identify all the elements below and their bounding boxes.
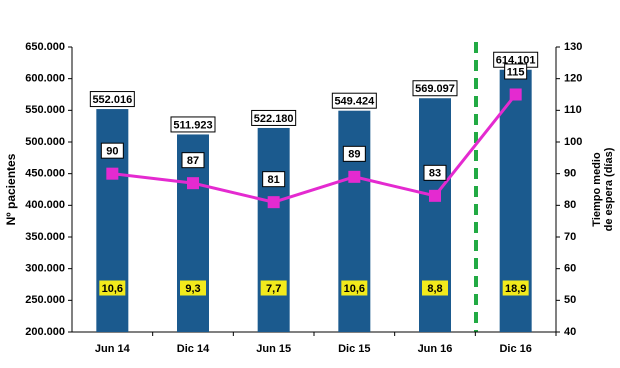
y-tick-label: 600.000 [25,73,65,85]
line [112,93,517,204]
y2-tick-label: 100 [564,136,582,148]
inner-label-box [99,280,126,296]
line-marker [106,167,119,180]
inner-label-box [422,280,448,296]
x-tick-label: Dic 14 [177,343,210,355]
x-tick-label: Dic 16 [499,343,531,355]
line-value-label: 81 [268,174,280,186]
bar-value-label: 552.016 [92,94,132,106]
inner-label: 7,7 [266,283,281,295]
bar-value-label-box [89,91,135,108]
line-value-label-box [181,152,205,169]
x-tick-label: Jun 14 [95,343,131,355]
line-value-label-box [262,171,286,188]
x-tick-label: Jun 16 [418,343,453,355]
line-marker [348,170,361,183]
y2-tick-label: 40 [564,326,576,338]
inner-label-box [341,280,368,296]
bar-value-label: 522.180 [254,113,294,125]
inner-label: 9,3 [185,283,200,295]
line-value-label-box [342,145,366,162]
inner-label: 10,6 [102,283,123,295]
bar-value-label-box [331,92,377,109]
y-tick-label: 300.000 [25,263,65,275]
y2-tick-label: 110 [564,104,582,116]
line-value-label: 83 [429,168,441,180]
inner-label: 18,9 [505,283,526,295]
bar-value-label-box [412,80,458,97]
y-tick-label: 250.000 [25,294,65,306]
y2-tick-label: 130 [564,41,582,53]
bar-value-label: 549.424 [334,96,375,108]
y-axis-label: Nº pacientes [4,153,18,225]
inner-label: 8,8 [427,283,442,295]
bar [338,110,371,332]
inner-label-box [180,280,206,296]
y-tick-label: 650.000 [25,41,65,53]
line-value-label-box [423,164,447,181]
y2-tick-label: 90 [564,168,576,180]
line-value-label-box [504,63,528,80]
line-marker [267,196,280,209]
y-tick-label: 400.000 [25,199,65,211]
inner-label-box [260,280,287,296]
bar-value-label-box [251,109,297,126]
line-value-label: 87 [187,155,199,167]
y-tick-label: 450.000 [25,168,65,180]
x-tick-label: Jun 15 [256,343,291,355]
line-value-label: 115 [507,66,525,78]
y2-tick-label: 80 [564,199,576,211]
bar [96,109,129,332]
y-tick-label: 350.000 [25,231,65,243]
bar [419,98,451,333]
y2-axis-label: Tiempo medio [591,152,603,227]
y2-tick-label: 50 [564,294,576,306]
line-marker [187,177,199,190]
y2-axis-label: de espera (días) [603,147,615,231]
y2-tick-label: 70 [564,231,576,243]
bar-value-label-box [170,116,216,133]
bar-value-label: 569.097 [415,83,455,95]
line-marker [429,189,441,202]
inner-label-box [502,280,529,296]
line-value-label-box [100,142,124,159]
y-tick-label: 550.000 [25,104,65,116]
y-tick-label: 500.000 [25,136,65,148]
y-tick-label: 200.000 [25,326,65,338]
x-tick-label: Dic 15 [338,343,370,355]
bar-value-label: 511.923 [173,119,212,131]
bar [257,127,290,332]
line-value-label: 90 [106,146,118,158]
inner-label: 10,6 [344,283,365,295]
line-value-label: 89 [348,149,360,161]
line-marker [509,88,522,101]
y2-tick-label: 120 [564,73,582,85]
y2-tick-label: 60 [564,263,576,275]
